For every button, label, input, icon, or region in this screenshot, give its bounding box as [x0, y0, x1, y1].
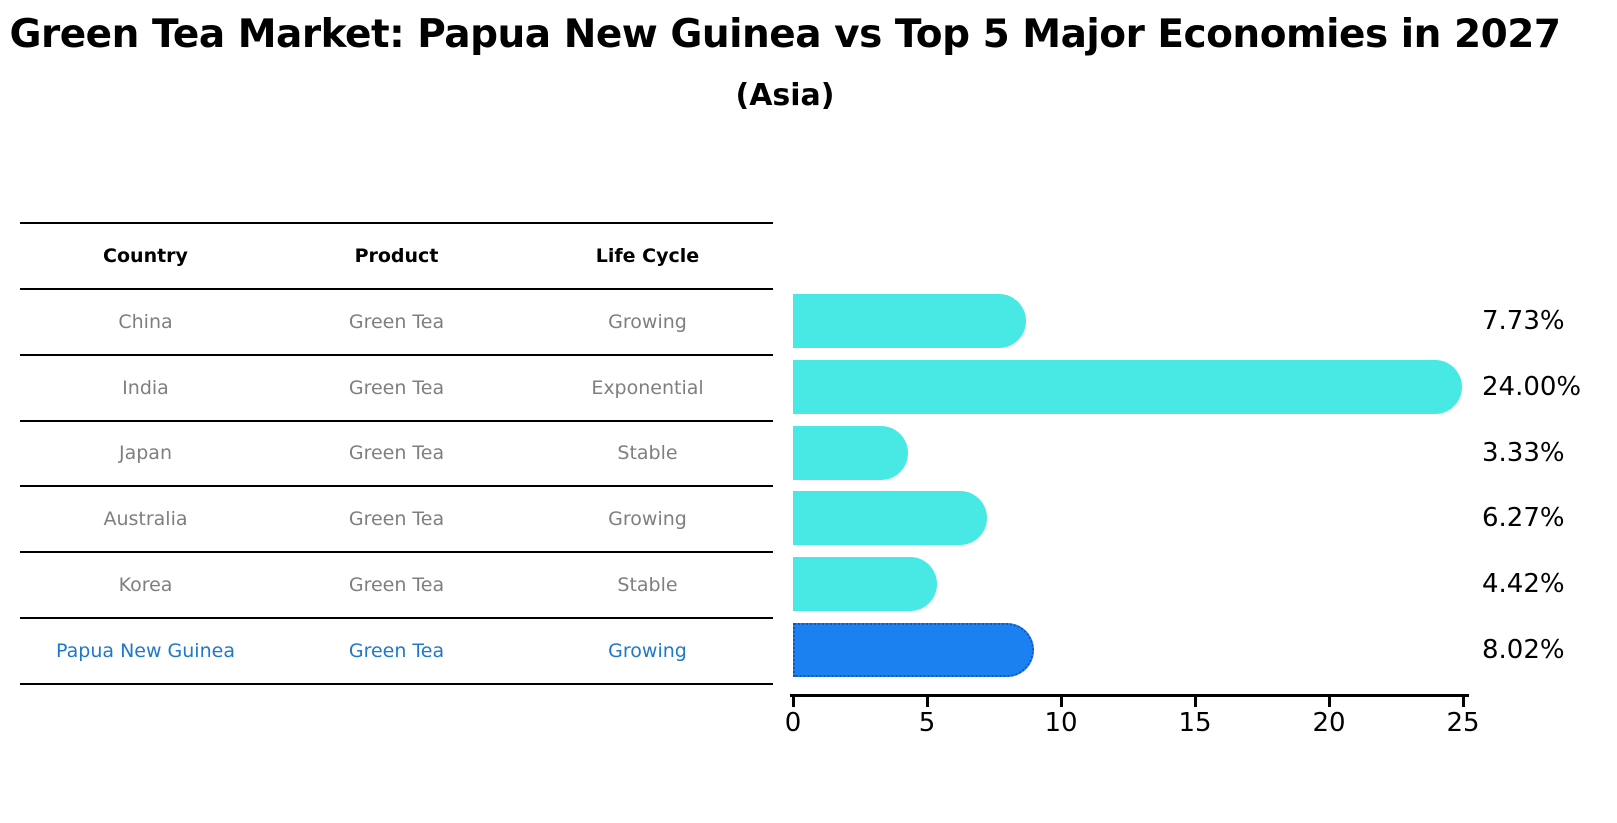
x-tick-mark — [925, 697, 929, 707]
bar-value-label: 7.73% — [1482, 305, 1565, 336]
x-tick-label: 5 — [918, 708, 936, 738]
table-cell-life-cycle: Growing — [608, 639, 687, 662]
table-cell-country: Papua New Guinea — [56, 639, 235, 662]
table-cell-country: Japan — [119, 442, 172, 465]
table-row: Korea Green Tea Stable — [20, 553, 773, 619]
country-table: Country Product Life Cycle China Green Tea G… — [20, 222, 773, 685]
x-tick-mark — [1461, 697, 1465, 707]
bar-japan — [793, 425, 909, 480]
x-tick-label: 15 — [1178, 708, 1212, 738]
x-axis-line — [790, 694, 1469, 697]
table-cell-product: Green Tea — [348, 376, 445, 399]
x-tick-mark — [1059, 697, 1063, 707]
table-row: India Green Tea Exponential — [20, 356, 773, 422]
bar-value-label: 4.42% — [1482, 569, 1565, 600]
table-cell-life-cycle: Stable — [617, 442, 678, 465]
table-cell-life-cycle: Exponential — [591, 376, 704, 399]
table-cell-product: Green Tea — [348, 508, 445, 531]
bar-china — [793, 293, 1027, 348]
x-tick-label: 20 — [1312, 708, 1346, 738]
chart-subtitle: (Asia) — [735, 78, 835, 113]
table-cell-product: Green Tea — [348, 639, 445, 662]
table-row: Papua New Guinea Green Tea Growing — [20, 619, 773, 685]
table-cell-life-cycle: Stable — [617, 574, 678, 597]
table-row: China Green Tea Growing — [20, 290, 773, 356]
chart-title: Green Tea Market: Papua New Guinea vs To… — [9, 12, 1561, 57]
bar-india — [793, 359, 1463, 414]
table-header-country: Country — [103, 245, 188, 267]
table-header-life-cycle: Life Cycle — [595, 245, 700, 267]
table-cell-life-cycle: Growing — [608, 310, 687, 333]
x-tick-label: 0 — [784, 708, 802, 738]
x-tick-label: 10 — [1044, 708, 1078, 738]
table-cell-life-cycle: Growing — [608, 508, 687, 531]
table-body: China Green Tea Growing India Green Tea Expon… — [20, 290, 773, 685]
table-cell-country: India — [122, 376, 169, 399]
table-cell-country: China — [118, 310, 173, 333]
x-tick-mark — [791, 697, 795, 707]
bar-value-label: 3.33% — [1482, 437, 1565, 468]
table-header-product: Product — [354, 245, 439, 267]
x-tick-mark — [1193, 697, 1197, 707]
table-cell-product: Green Tea — [348, 442, 445, 465]
bar-value-label: 6.27% — [1482, 503, 1565, 534]
table-cell-product: Green Tea — [348, 574, 445, 597]
table-row: Japan Green Tea Stable — [20, 422, 773, 488]
table-header-row: Country Product Life Cycle — [20, 224, 773, 290]
bar-value-label: 24.00% — [1482, 371, 1582, 402]
bar-australia — [793, 491, 988, 546]
table-cell-country: Korea — [118, 574, 173, 597]
table-cell-product: Green Tea — [348, 310, 445, 333]
bar-papua-new-guinea — [793, 622, 1034, 677]
bar-korea — [793, 557, 938, 612]
table-cell-country: Australia — [103, 508, 188, 531]
table-row: Australia Green Tea Growing — [20, 487, 773, 554]
x-tick-label: 25 — [1446, 708, 1480, 738]
x-tick-mark — [1327, 697, 1331, 707]
bar-value-label: 8.02% — [1482, 634, 1565, 665]
